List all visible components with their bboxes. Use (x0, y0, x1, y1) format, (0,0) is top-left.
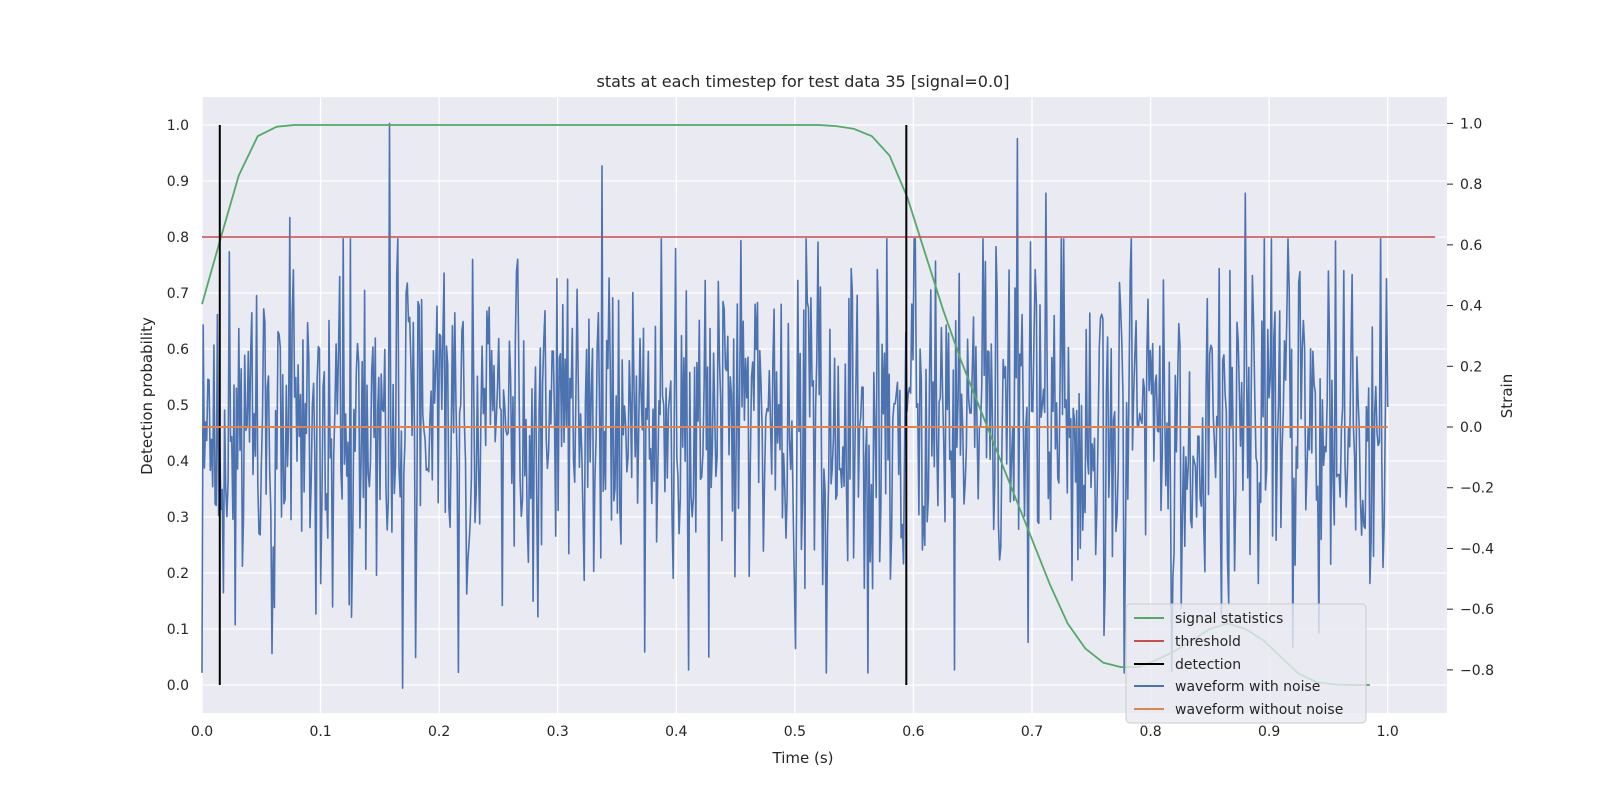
legend-label-waveform-without-noise: waveform without noise (1175, 702, 1343, 718)
x-axis-title: Time (s) (772, 749, 834, 767)
y2-tick-label: 0.2 (1460, 359, 1482, 375)
y2-tick-label: −0.6 (1460, 602, 1494, 618)
x-tick-label: 1.0 (1377, 724, 1399, 740)
x-tick-label: 0.9 (1258, 724, 1280, 740)
y-tick-label: 0.7 (167, 286, 189, 302)
y-tick-label: 1.0 (167, 118, 189, 134)
x-tick-label: 0.2 (428, 724, 450, 740)
y2-tick-label: 1.0 (1460, 116, 1482, 132)
y2-tick-label: 0.0 (1460, 420, 1482, 436)
legend-label-detection: detection (1175, 657, 1241, 673)
y-tick-label: 0.1 (167, 622, 189, 638)
x-tick-label: 0.1 (309, 724, 331, 740)
chart-title: stats at each timestep for test data 35 … (597, 72, 1010, 91)
y-tick-label: 0.9 (167, 174, 189, 190)
y2-tick-label: 0.8 (1460, 177, 1482, 193)
x-tick-label: 0.8 (1139, 724, 1161, 740)
y-tick-label: 0.0 (167, 678, 189, 694)
y2-tick-label: −0.2 (1460, 481, 1494, 497)
y-tick-label: 0.2 (167, 566, 189, 582)
x-tick-label: 0.3 (547, 724, 569, 740)
y-tick-label: 0.3 (167, 510, 189, 526)
y2-tick-label: −0.4 (1460, 541, 1494, 557)
legend-label-threshold: threshold (1175, 634, 1241, 650)
legend: signal statistics threshold detection wa… (1125, 603, 1367, 724)
y-tick-label: 0.4 (167, 454, 189, 470)
y2-tick-label: −0.8 (1460, 663, 1494, 679)
x-tick-label: 0.4 (665, 724, 687, 740)
tick-labels: 0.0 0.1 0.2 0.3 0.4 0.5 0.6 0.7 0.8 0.9 1.0 0.0 0.1 0… (167, 116, 1494, 740)
legend-label-waveform-with-noise: waveform with noise (1175, 679, 1320, 695)
series-waveform-with-noise (201, 122, 1389, 689)
y2-tick-label: 0.6 (1460, 238, 1482, 254)
y2-tick-label: 0.4 (1460, 299, 1482, 315)
y2-axis-title: Strain (1498, 374, 1516, 418)
legend-label-signal-statistics: signal statistics (1175, 611, 1283, 627)
x-tick-label: 0.0 (191, 724, 213, 740)
x-tick-label: 0.6 (902, 724, 924, 740)
y-tick-label: 0.8 (167, 230, 189, 246)
legend-box (1125, 603, 1367, 724)
x-tick-label: 0.5 (784, 724, 806, 740)
y-tick-label: 0.6 (167, 342, 189, 358)
x-tick-label: 0.7 (1021, 724, 1043, 740)
y-tick-label: 0.5 (167, 398, 189, 414)
y-axis-title: Detection probability (138, 317, 156, 475)
